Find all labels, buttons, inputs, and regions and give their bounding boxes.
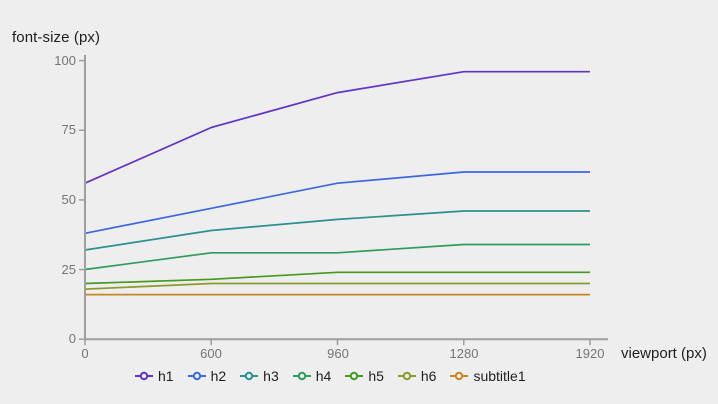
y-tick-label-75: 75	[61, 122, 76, 137]
y-tick-label-50: 50	[61, 192, 76, 207]
legend-item-h5[interactable]: h5	[345, 368, 384, 384]
y-tick-label-100: 100	[54, 53, 76, 68]
line-marker-icon	[135, 371, 153, 381]
axes	[79, 55, 608, 346]
legend-item-h1[interactable]: h1	[135, 368, 174, 384]
line-marker-icon	[345, 371, 364, 381]
legend-label: h1	[158, 368, 174, 384]
x-tick-label-600: 600	[200, 346, 222, 361]
legend-item-h2[interactable]: h2	[187, 368, 227, 384]
legend-label: subtitle1	[473, 368, 526, 384]
y-axis-title: font-size (px)	[12, 29, 101, 46]
line-marker-icon	[292, 371, 311, 381]
legend-label: h3	[263, 368, 279, 384]
line-marker-icon	[397, 371, 416, 381]
x-tick-label-1280: 1280	[449, 346, 479, 361]
legend: h1 h2 h3 h4 h5 h6 subtitle1	[135, 368, 526, 384]
legend-label: h5	[368, 368, 384, 384]
line-marker-icon	[240, 371, 259, 381]
legend-item-subtitle1[interactable]: subtitle1	[450, 368, 526, 384]
y-tick-label-25: 25	[61, 262, 76, 277]
line-marker-icon	[450, 371, 469, 381]
legend-label: h4	[315, 368, 332, 384]
series-line-h4	[84, 243, 590, 271]
series-lines	[84, 70, 590, 296]
x-tick-label-960: 960	[327, 346, 349, 361]
series-line-h5	[84, 271, 590, 285]
x-tick-label-1920: 1920	[575, 346, 605, 361]
series-line-h3	[84, 210, 590, 251]
legend-item-h4[interactable]: h4	[292, 368, 332, 384]
x-axis-title: viewport (px)	[621, 345, 707, 362]
series-line-h6	[84, 282, 590, 290]
legend-item-h6[interactable]: h6	[397, 368, 437, 384]
line-marker-icon	[187, 371, 206, 381]
legend-label: h6	[420, 368, 437, 384]
series-line-h1	[84, 70, 590, 184]
series-line-h2	[84, 171, 590, 235]
x-tick-label-0: 0	[81, 346, 89, 361]
y-tick-label-0: 0	[68, 331, 76, 346]
legend-label: h2	[210, 368, 227, 384]
legend-item-h3[interactable]: h3	[240, 368, 279, 384]
